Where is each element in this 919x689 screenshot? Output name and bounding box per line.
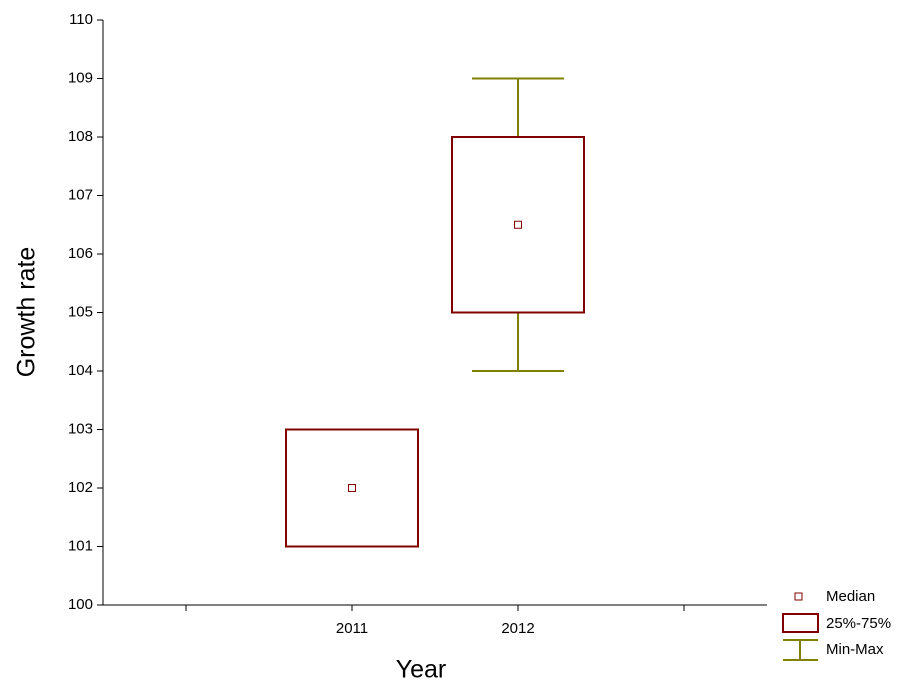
y-tick-label: 109 (68, 69, 93, 86)
y-tick-label: 106 (68, 245, 93, 262)
y-tick-label: 103 (68, 420, 93, 437)
y-tick-label: 108 (68, 128, 93, 145)
y-tick-label: 105 (68, 303, 93, 320)
y-tick-label: 100 (68, 596, 93, 613)
legend-median-marker (794, 592, 803, 601)
legend-box-marker (782, 613, 819, 633)
x-tick-label: 2011 (336, 620, 368, 637)
y-tick-label: 101 (68, 537, 93, 554)
x-axis-label: Year (396, 656, 447, 684)
y-tick-label: 102 (68, 479, 93, 496)
y-tick-label: 104 (68, 362, 93, 379)
legend-label: 25%-75% (826, 615, 891, 632)
box (285, 428, 419, 548)
legend-label: Min-Max (826, 641, 884, 658)
legend-label: Median (826, 588, 875, 605)
median-marker (514, 220, 522, 229)
y-tick-label: 107 (68, 186, 93, 203)
x-tick-label: 2012 (501, 620, 534, 637)
median-marker (348, 484, 356, 492)
box (451, 136, 585, 314)
y-tick-label: 110 (69, 11, 93, 28)
y-axis-label: Growth rate (13, 247, 41, 378)
